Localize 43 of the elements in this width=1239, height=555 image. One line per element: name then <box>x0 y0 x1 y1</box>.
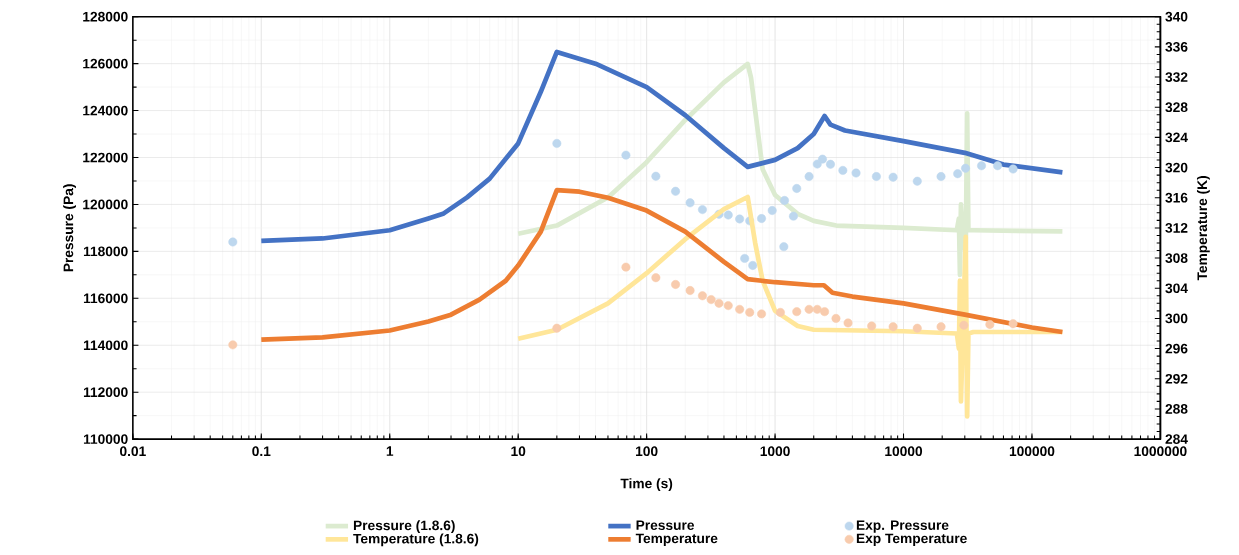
legend-label: Exp Temperature <box>856 533 967 546</box>
y2-tick-label: 288 <box>1165 404 1188 414</box>
y2-axis-title: Temperature (K) <box>1196 176 1210 281</box>
y-tick-label: 128000 <box>83 11 128 22</box>
x-tick-label: 1 <box>386 446 394 456</box>
y2-tick-label: 296 <box>1165 343 1188 354</box>
legend-label: Pressure <box>636 520 695 530</box>
y2-tick-label: 292 <box>1165 373 1188 384</box>
y2-tick-label: 328 <box>1165 102 1188 113</box>
y2-tick-label: 320 <box>1165 162 1188 173</box>
x-tick-label: 1000 <box>760 446 790 457</box>
legend-label: Pressure (1.8.6) <box>353 520 455 533</box>
y2-tick-label: 300 <box>1165 313 1188 324</box>
y2-tick-label: 332 <box>1165 72 1188 82</box>
y-tick-label: 120000 <box>83 199 128 210</box>
y2-tick-label: 308 <box>1165 253 1188 263</box>
x-tick-label: 0.01 <box>120 446 146 457</box>
y-tick-label: 112000 <box>83 387 128 398</box>
x-tick-label: 100 <box>636 446 658 457</box>
y2-tick-label: 304 <box>1165 283 1188 294</box>
y2-tick-label: 336 <box>1165 41 1188 52</box>
legend-label: Temperature (1.8.6) <box>353 533 479 547</box>
y2-tick-label: 284 <box>1165 434 1188 444</box>
y2-tick-label: 340 <box>1165 11 1188 22</box>
y-tick-label: 122000 <box>83 152 128 163</box>
y-tick-label: 118000 <box>83 246 128 257</box>
x-tick-label: 1000000 <box>1134 446 1187 457</box>
y2-tick-label: 324 <box>1165 132 1188 143</box>
x-tick-label: 100000 <box>1009 446 1055 457</box>
y-tick-label: 114000 <box>83 340 128 351</box>
x-tick-label: 10 <box>511 446 526 457</box>
legend-label: Exp. Pressure <box>856 520 949 533</box>
y-tick-label: 116000 <box>83 293 128 304</box>
y-tick-label: 126000 <box>83 58 128 69</box>
y-tick-label: 110000 <box>83 434 128 444</box>
x-axis-title: Time (s) <box>620 478 673 491</box>
y2-tick-label: 312 <box>1165 223 1188 233</box>
legend-label: Temperature <box>635 533 718 546</box>
x-tick-label: 10000 <box>885 446 923 457</box>
y2-tick-label: 316 <box>1165 192 1188 203</box>
y-tick-label: 124000 <box>83 105 128 116</box>
y-axis-title: Pressure (Pa) <box>63 184 76 272</box>
x-tick-label: 0.1 <box>252 446 271 457</box>
